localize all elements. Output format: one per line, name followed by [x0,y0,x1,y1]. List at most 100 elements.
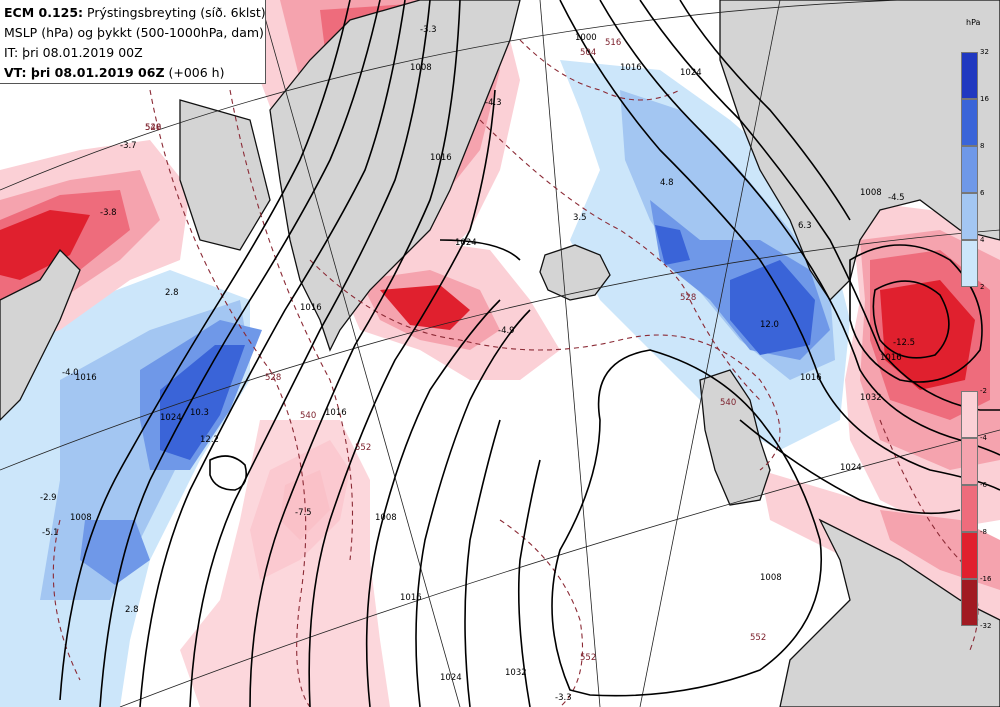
model-name: ECM 0.125: [4,5,84,20]
greenland-landmass [269,0,521,352]
thickness-label: 540 [720,398,736,408]
pressure-change-value: -12.5 [893,338,915,348]
pressure-change-value: -4.3 [485,98,502,108]
valid-time: VT: þri 08.01.2019 06Z [4,65,165,80]
isobar-label: 1016 [400,593,422,603]
legend-neg-swatch [961,485,978,532]
valid-time-line: VT: þri 08.01.2019 06Z (+006 h) [4,63,265,83]
pressure-change-value: -2.9 [40,493,57,503]
pressure-change-value: -3.3 [555,693,572,703]
pressure-change-value: 12.2 [200,435,219,445]
isobar-label: 1024 [680,68,702,78]
isobar-label: 1000 [575,33,597,43]
thickness-label: 528 [265,373,281,383]
legend-pos-swatch [961,240,978,287]
legend-pos-swatch [961,146,978,193]
legend-pos-tick-label: 4 [980,236,985,244]
isobar-label: 1032 [860,393,882,403]
pressure-change-value: 4.8 [660,178,674,188]
legend-neg-swatch [961,391,978,438]
isobar-label: 1016 [300,303,322,313]
isobar-label: 1016 [325,408,347,418]
pressure-change-value: -3.3 [420,25,437,35]
isobar-labels: 1008 1016 1024 1016 1016 1008 1016 1024 1032 1024… [70,33,902,683]
pressure-change-labels: -3.3 -3.7 -3.8 2.8 -4.0 10.3 12.2 -5.1 2.8 -7.5 -4… [40,25,915,703]
pressure-change-value: 10.3 [190,408,209,418]
legend-pos-tick-label: 16 [980,95,989,103]
pressure-change-value: 2.8 [165,288,179,298]
pressure-change-value: 3.5 [573,213,587,223]
thickness-label: 504 [580,48,596,58]
legend-neg-swatch [961,579,978,626]
thickness-label: 528 [680,293,696,303]
isobars [59,0,1000,707]
pressure-change-value: -4.0 [62,368,79,378]
pressure-rise-shading [0,60,850,707]
isobar-label: 1008 [860,188,882,198]
isobar-label: 1016 [75,373,97,383]
pressure-change-value: -4.9 [498,326,515,336]
legend-neg-tick-label: -2 [980,387,987,395]
legend-neg-tick-label: -8 [980,528,987,536]
isobar-label: 1024 [455,238,477,248]
pressure-change-value: 6.3 [798,221,812,231]
isobar-label: 1024 [160,413,182,423]
legend-pos-tick-label: 8 [980,142,985,150]
legend-pos-swatch [961,193,978,240]
canada-landmass [0,248,81,421]
legend-neg-tick-label: -16 [980,575,992,583]
initial-time: IT: þri 08.01.2019 00Z [4,45,143,60]
legend-pos-swatch [961,52,978,99]
legend-neg-swatch [961,438,978,485]
thickness-label: 540 [300,411,316,421]
legend-pos-tick-label: 2 [980,283,985,291]
isobar-label: 1032 [505,668,527,678]
legend-neg-tick-label: -32 [980,622,992,630]
baffin-landmass [179,99,271,251]
europe-landmass [779,518,1000,707]
forecast-step: (+006 h) [164,65,225,80]
product-name: Prýstingsbreyting (síð. 6klst) [83,5,266,20]
isobar-label: 1016 [620,63,642,73]
pressure-change-value: 2.8 [125,605,139,615]
legend-positive-scale [961,52,978,287]
legend-negative-scale [961,391,978,626]
pressure-change-value: -5.1 [42,528,59,538]
thickness-label: 552 [750,633,766,643]
isobar-label: 1008 [70,513,92,523]
isobar-label: 1016 [880,353,902,363]
isobar-label: 1016 [800,373,822,383]
iceland-landmass [539,244,611,301]
field-description: MSLP (hPa) og þykkt (500-1000hPa, dam) [4,25,264,40]
thickness-label: 540 [145,123,161,133]
map-info-box: ECM 0.125: Prýstingsbreyting (síð. 6klst… [0,0,266,84]
legend-pos-swatch [961,99,978,146]
isobar-label: 1008 [410,63,432,73]
pressure-change-value: 12.0 [760,320,779,330]
pressure-change-value: -7.5 [295,508,312,518]
legend-pos-tick-label: 32 [980,48,989,56]
legend-unit: hPa [966,18,981,27]
isobar-label: 1008 [375,513,397,523]
legend-neg-tick-label: -4 [980,434,987,442]
legend-pos-tick-label: 6 [980,189,985,197]
thickness-contours [52,39,979,707]
isobar-label: 1008 [760,573,782,583]
isobar-label: 1016 [430,153,452,163]
isobar-label: 1024 [440,673,462,683]
pressure-change-value: -3.8 [100,208,117,218]
thickness-label: 528 [145,123,161,133]
thickness-label: 552 [580,653,596,663]
thickness-label: 516 [605,38,621,48]
model-title-line: ECM 0.125: Prýstingsbreyting (síð. 6klst… [4,3,266,23]
isobar-label: 1024 [840,463,862,473]
legend-neg-tick-label: -6 [980,481,987,489]
british-isles-landmass [699,369,771,506]
legend-neg-swatch [961,532,978,579]
pressure-change-value: -4.5 [888,193,905,203]
